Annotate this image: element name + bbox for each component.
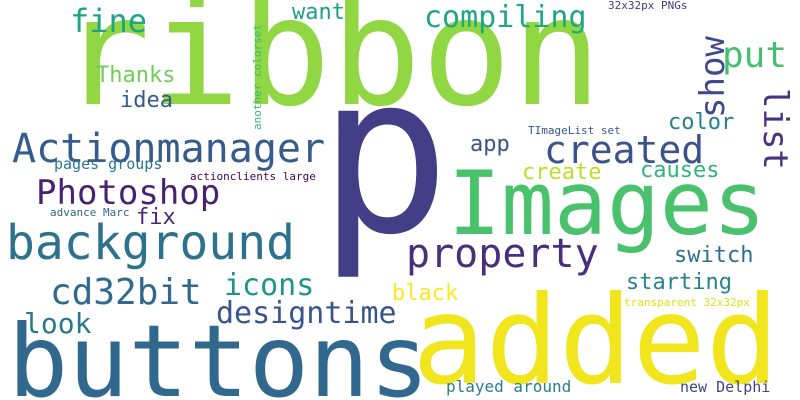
word-causes: causes: [640, 158, 720, 183]
word-played-around: played around: [446, 377, 572, 396]
word-icons: icons: [224, 268, 315, 303]
word-fix: fix: [136, 205, 176, 230]
word-look: look: [24, 307, 92, 340]
word-32x32px-pngs: 32x32px PNGs: [608, 0, 688, 12]
word-images: Images: [448, 152, 766, 255]
word-want: want: [292, 0, 345, 25]
word-idea: idea: [120, 88, 173, 113]
word-color: color: [668, 110, 735, 135]
word-buttons: buttons: [8, 303, 430, 400]
word-show: show: [693, 36, 733, 118]
word-transparent-32x32px: transparent 32x32px: [624, 296, 750, 309]
word-property: property: [406, 231, 599, 277]
word-photoshop: Photoshop: [36, 173, 221, 213]
word-added: added: [412, 270, 780, 400]
word-designtime: designtime: [216, 296, 397, 331]
word-actionclients-large: actionclients large: [190, 170, 316, 183]
word-background: background: [6, 215, 295, 271]
word-starting: starting: [626, 270, 732, 295]
word-cd32bit: cd32bit: [50, 272, 202, 313]
word-another-colorset: another colorset: [251, 24, 264, 130]
word-fine: fine: [70, 2, 148, 40]
word-thanks: Thanks: [96, 63, 176, 88]
word-pages-groups: pages groups: [54, 155, 163, 173]
word-p: p: [318, 27, 451, 283]
word-black: black: [392, 281, 459, 306]
word-list: list: [755, 88, 795, 170]
word-app: app: [470, 132, 510, 157]
word-actionmanager: Actionmanager: [12, 126, 326, 172]
word-new-delphi: new Delphi: [680, 378, 771, 396]
word-put: put: [722, 35, 788, 76]
word-ribbon: ribbon: [60, 0, 602, 140]
word-switch: switch: [674, 243, 754, 268]
word-advance-marc: advance Marc: [50, 206, 130, 219]
word-timagelist-set: TImageList set: [528, 124, 621, 137]
word-compiling: compiling: [424, 0, 587, 35]
word-create: create: [522, 160, 602, 185]
word-created: created: [544, 128, 705, 172]
